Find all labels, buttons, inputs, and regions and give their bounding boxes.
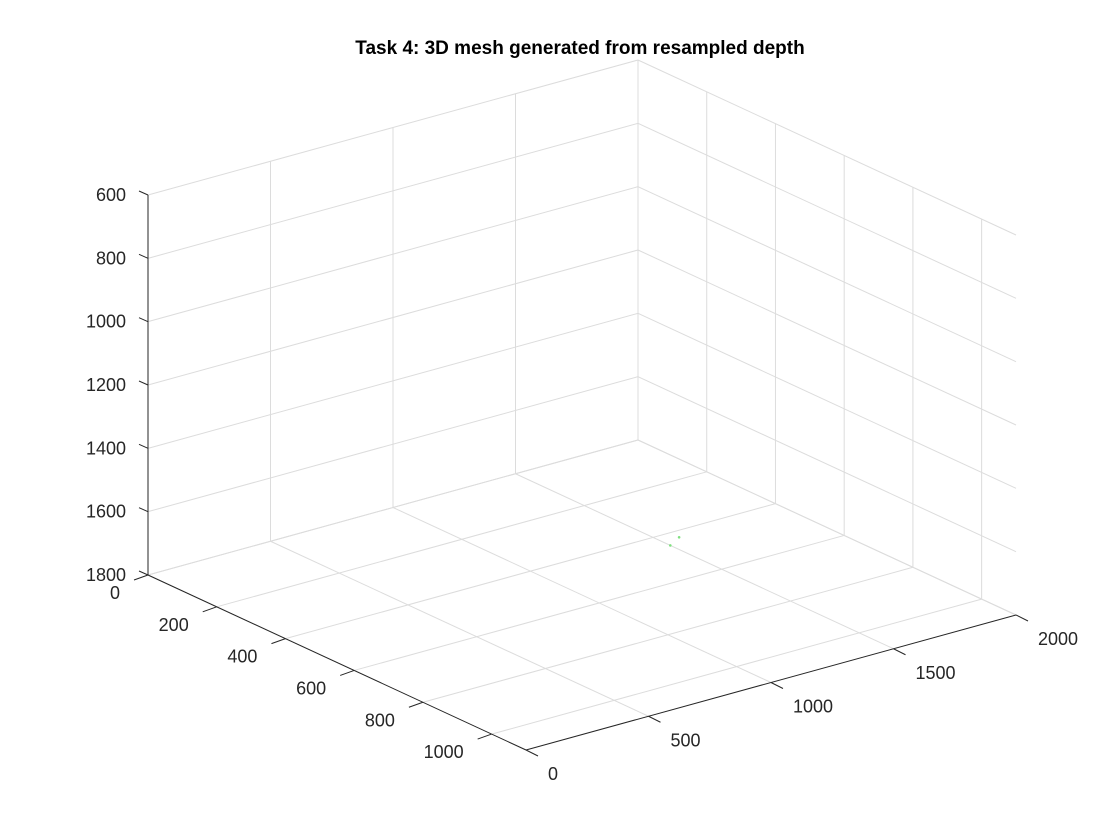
grid-line-wall-y-horizontal	[637, 439, 1017, 616]
axis-layer	[133, 190, 1029, 757]
grid-line-wall-x-horizontal	[147, 249, 639, 386]
x-tick-label: 200	[159, 615, 189, 635]
grid-line-wall-y-horizontal	[637, 59, 1017, 236]
y-tick-label: 1500	[916, 663, 956, 683]
grid-line-wall-x-horizontal	[147, 122, 639, 259]
chart-title: Task 4: 3D mesh generated from resampled…	[355, 38, 804, 59]
mesh-layer	[668, 535, 681, 547]
z-tick	[138, 570, 149, 576]
z-tick-label: 1000	[86, 312, 126, 332]
y-tick-label: 500	[671, 730, 701, 750]
y-tick	[1015, 614, 1029, 622]
grid-line-wall-y-horizontal	[637, 249, 1017, 426]
grid-line-wall-y-horizontal	[637, 122, 1017, 299]
grid-line-wall-x-horizontal	[147, 186, 639, 323]
grid-line-floor-y	[392, 507, 772, 683]
tick-label-layer: 6008001000120014001600180002004006008001…	[86, 185, 1078, 784]
y-tick-label: 1000	[793, 697, 833, 717]
grid-line-wall-y-horizontal	[637, 312, 1017, 489]
z-tick-label: 1200	[86, 375, 126, 395]
mesh-point	[677, 535, 681, 539]
grid-line-wall-y-horizontal	[637, 186, 1017, 363]
x-tick	[477, 733, 492, 740]
x-tick	[133, 574, 149, 581]
z-tick	[138, 253, 149, 259]
z-tick-label: 1400	[86, 438, 126, 458]
x-tick	[271, 638, 286, 645]
y-tick	[648, 715, 661, 723]
x-tick-label: 600	[296, 678, 326, 698]
grid-line-wall-x-horizontal	[147, 312, 639, 449]
z-tick	[138, 190, 149, 196]
y-tick	[525, 749, 539, 757]
x-tick	[340, 669, 355, 676]
z-tick	[138, 380, 149, 386]
y-tick	[770, 682, 784, 689]
y-tick	[893, 648, 906, 656]
x-tick-label: 400	[227, 647, 257, 667]
grid-line-wall-x-horizontal	[147, 439, 639, 576]
x-tick	[202, 606, 217, 613]
axes-3d: 6008001000120014001600180002004006008001…	[86, 59, 1078, 784]
z-tick-label: 1600	[86, 502, 126, 522]
x-tick-label: 0	[110, 583, 120, 603]
z-tick-label: 600	[96, 185, 126, 205]
grid-line-floor-y	[515, 473, 894, 650]
z-tick	[138, 443, 149, 449]
y-tick-label: 2000	[1038, 629, 1078, 649]
x-tick	[408, 701, 424, 708]
z-tick	[138, 507, 149, 513]
x-axis-line	[147, 574, 527, 751]
grid-line-wall-x-horizontal	[147, 59, 639, 196]
grid-line-floor-y	[270, 540, 649, 717]
grid-line-wall-y-horizontal	[637, 376, 1017, 553]
grid-line-wall-x-horizontal	[147, 376, 639, 513]
y-tick-label: 0	[548, 764, 558, 784]
z-tick-label: 800	[96, 248, 126, 268]
z-tick	[138, 317, 149, 323]
x-tick-label: 1000	[424, 742, 464, 762]
z-tick-label: 1800	[86, 565, 126, 585]
x-tick-label: 800	[365, 710, 395, 730]
mesh-point	[668, 544, 672, 547]
